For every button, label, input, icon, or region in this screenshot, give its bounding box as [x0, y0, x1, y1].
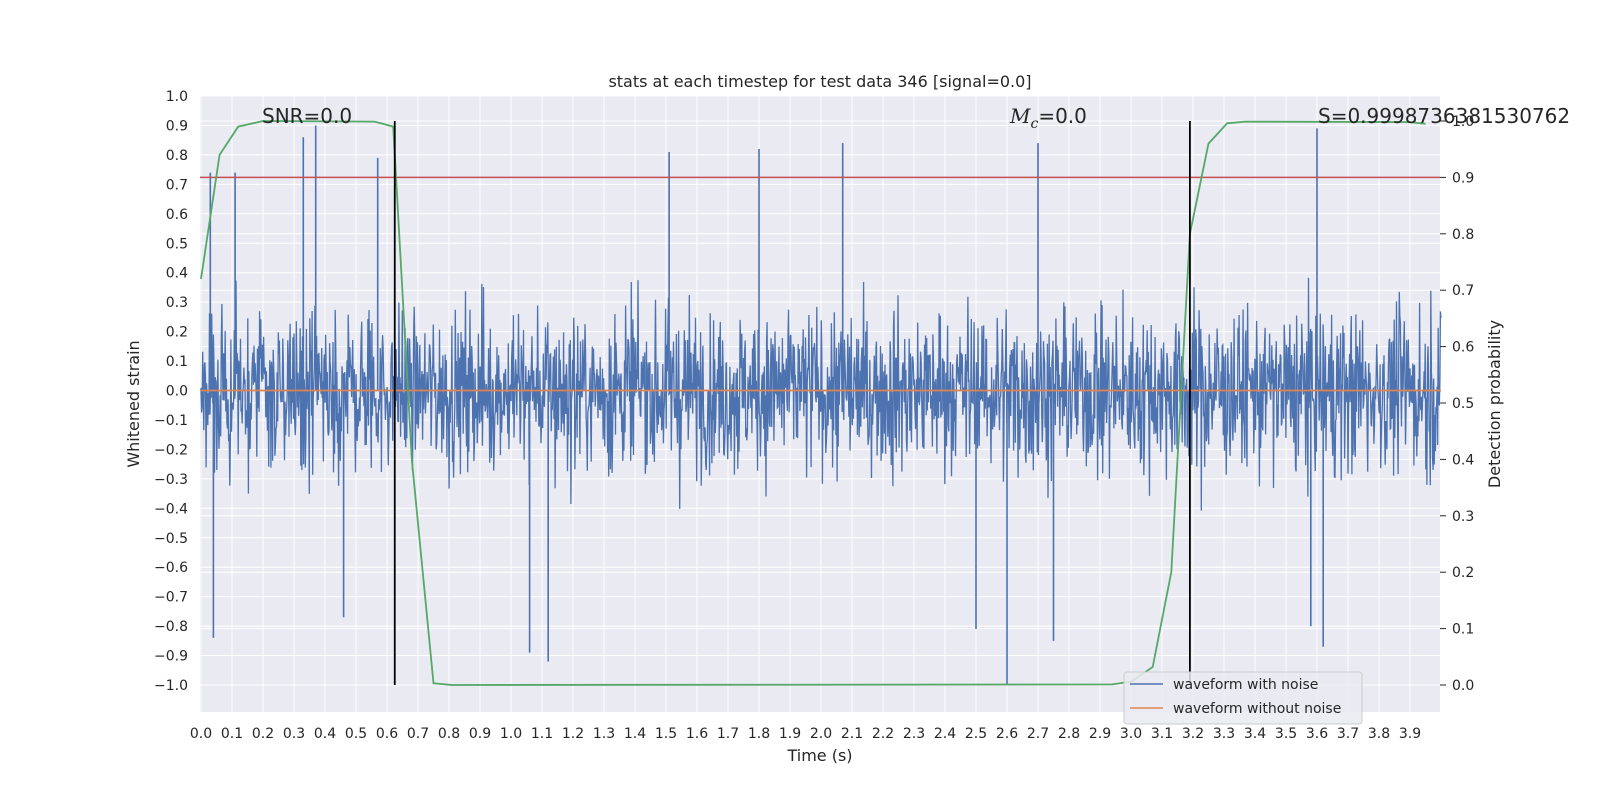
y-tick-label: −0.3 — [154, 472, 188, 488]
y-right-tick-label: 0.8 — [1452, 227, 1474, 243]
x-tick-label: 3.9 — [1399, 726, 1421, 742]
y-right-tick-label: 0.3 — [1452, 509, 1474, 525]
x-tick-label: 0.7 — [407, 726, 429, 742]
x-tick-label: 3.0 — [1120, 726, 1142, 742]
y-tick-label: 0.1 — [166, 354, 188, 370]
y-tick-label: −0.8 — [154, 619, 188, 635]
x-tick-labels: 0.0 0.1 0.2 0.3 0.4 0.5 0.6 0.7 0.8 0.9 1.0 1.1 1.2 1… — [190, 726, 1421, 742]
y-tick-label: 0.5 — [166, 236, 188, 252]
y-tick-label: −0.2 — [154, 442, 188, 458]
y-right-axis-label: Detection probability — [1485, 320, 1504, 488]
y-right-tick-label: 0.2 — [1452, 565, 1474, 581]
y-tick-label: −0.1 — [154, 413, 188, 429]
x-axis-label: Time (s) — [786, 746, 852, 765]
x-tick-label: 3.5 — [1275, 726, 1297, 742]
y-right-tick-label: 0.7 — [1452, 283, 1474, 299]
y-right-tick-label: 1.0 — [1452, 114, 1474, 130]
y-tick-label: 1.0 — [166, 89, 188, 105]
snr-annotation: SNR=0.0 — [262, 104, 352, 128]
chirp-mass-value: =0.0 — [1038, 104, 1087, 128]
y-right-tick-label: 0.0 — [1452, 678, 1474, 694]
x-tick-label: 1.1 — [531, 726, 553, 742]
x-tick-label: 2.3 — [903, 726, 925, 742]
x-tick-label: 1.6 — [686, 726, 708, 742]
x-tick-label: 2.2 — [872, 726, 894, 742]
chart-title: stats at each timestep for test data 346… — [608, 72, 1031, 91]
y-tick-label: −0.6 — [154, 560, 188, 576]
chirp-mass-subscript: c — [1030, 116, 1038, 132]
x-tick-label: 3.1 — [1151, 726, 1173, 742]
y-right-tick-label: 0.4 — [1452, 452, 1474, 468]
x-tick-label: 0.9 — [469, 726, 491, 742]
x-tick-label: 0.4 — [314, 726, 336, 742]
x-tick-label: 1.9 — [779, 726, 801, 742]
x-tick-label: 2.8 — [1058, 726, 1080, 742]
y-tick-label: −0.9 — [154, 649, 188, 665]
x-tick-label: 1.2 — [562, 726, 584, 742]
x-tick-label: 2.7 — [1027, 726, 1049, 742]
x-tick-label: 1.4 — [624, 726, 646, 742]
x-tick-label: 3.7 — [1337, 726, 1359, 742]
score-annotation: S=0.9998736381530762 — [1318, 104, 1570, 128]
detection-probability-line — [200, 120, 1426, 686]
x-tick-label: 0.8 — [438, 726, 460, 742]
x-tick-label: 0.2 — [252, 726, 274, 742]
y-right-tick-label: 0.5 — [1452, 396, 1474, 412]
y-right-tick-label: 0.1 — [1452, 622, 1474, 638]
x-tick-label: 2.6 — [996, 726, 1018, 742]
x-tick-label: 3.3 — [1213, 726, 1235, 742]
x-tick-label: 2.9 — [1089, 726, 1111, 742]
y-tick-label: 0.9 — [166, 118, 188, 134]
x-tick-label: 2.4 — [934, 726, 956, 742]
x-tick-label: 0.1 — [221, 726, 243, 742]
noise-waveform-line — [200, 277, 1442, 511]
waveform-with-noise-series — [200, 125, 1442, 685]
y-tick-label: −0.7 — [154, 590, 188, 606]
y-right-tick-labels: 1.0 0.9 0.8 0.7 0.6 0.5 0.4 0.3 0.2 0.1 0.0 — [1440, 114, 1474, 694]
x-tick-label: 3.6 — [1306, 726, 1328, 742]
x-tick-label: 1.8 — [748, 726, 770, 742]
y-tick-label: 0.8 — [166, 148, 188, 164]
y-right-tick-label: 0.9 — [1452, 170, 1474, 186]
y-tick-label: 0.3 — [166, 295, 188, 311]
x-tick-label: 3.4 — [1244, 726, 1266, 742]
x-tick-label: 1.7 — [717, 726, 739, 742]
legend-label-clean: waveform without noise — [1173, 701, 1341, 717]
y-tick-label: 0.6 — [166, 207, 188, 223]
y-tick-label: −1.0 — [154, 678, 188, 694]
y-tick-label: 0.4 — [166, 266, 188, 282]
x-tick-label: 2.5 — [965, 726, 987, 742]
x-tick-label: 0.0 — [190, 726, 212, 742]
y-tick-labels: 1.0 0.9 0.8 0.7 0.6 0.5 0.4 0.3 0.2 0.1 0.0 −0.1 −0.… — [154, 89, 188, 694]
x-tick-label: 3.8 — [1368, 726, 1390, 742]
detection-probability-series — [200, 120, 1426, 686]
x-tick-label: 1.0 — [500, 726, 522, 742]
legend-label-noise: waveform with noise — [1173, 677, 1318, 693]
x-tick-label: 2.1 — [841, 726, 863, 742]
y-tick-label: −0.5 — [154, 531, 188, 547]
y-right-tick-label: 0.6 — [1452, 340, 1474, 356]
legend: waveform with noise waveform without noi… — [1123, 671, 1363, 725]
x-tick-label: 3.2 — [1182, 726, 1204, 742]
y-tick-label: −0.4 — [154, 501, 188, 517]
y-axis-label: Whitened strain — [124, 340, 143, 467]
chirp-mass-annotation: Mc=0.0 — [1009, 104, 1087, 132]
y-tick-label: 0.0 — [166, 384, 188, 400]
x-tick-label: 0.6 — [376, 726, 398, 742]
x-tick-label: 1.3 — [593, 726, 615, 742]
x-tick-label: 0.5 — [345, 726, 367, 742]
x-tick-label: 1.5 — [655, 726, 677, 742]
y-tick-label: 0.2 — [166, 325, 188, 341]
event-markers — [393, 121, 1191, 685]
legend-box — [1123, 671, 1363, 725]
x-tick-label: 2.0 — [810, 726, 832, 742]
y-tick-label: 0.7 — [166, 177, 188, 193]
chirp-mass-symbol: M — [1009, 104, 1031, 128]
x-tick-label: 0.3 — [283, 726, 305, 742]
